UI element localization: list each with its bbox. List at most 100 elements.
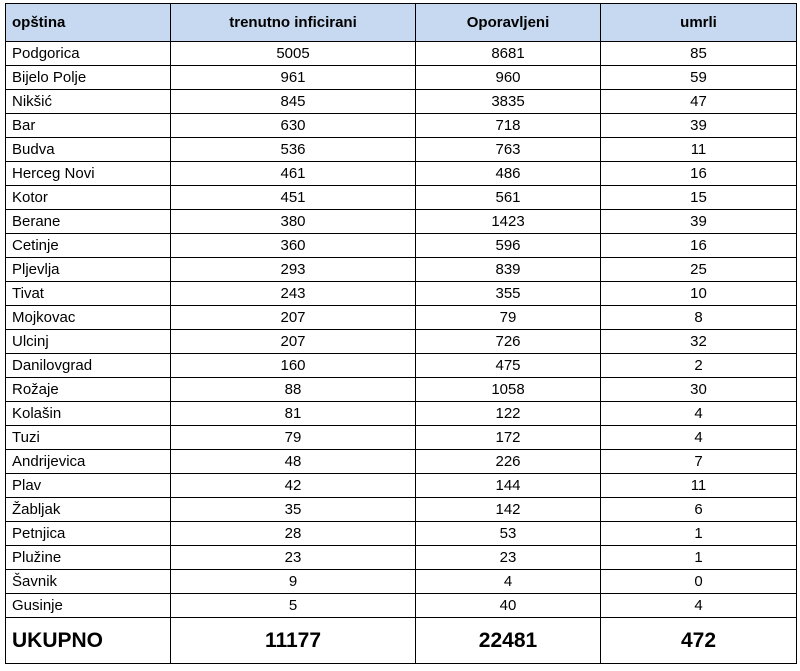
number-cell: 47: [600, 89, 797, 114]
number-cell: 4: [600, 593, 797, 618]
table-row: Ulcinj 207 726 32: [5, 329, 797, 354]
municipality-cell: Podgorica: [5, 41, 171, 66]
number-cell: 79: [170, 425, 416, 450]
table-row: Gusinje 5 40 4: [5, 593, 797, 618]
total-cell: 22481: [415, 617, 601, 664]
municipality-cell: Cetinje: [5, 233, 171, 258]
table-row: Šavnik 9 4 0: [5, 569, 797, 594]
table-row: Bijelo Polje 961 960 59: [5, 65, 797, 90]
total-label: UKUPNO: [5, 617, 171, 664]
number-cell: 293: [170, 257, 416, 282]
municipality-cell: Plužine: [5, 545, 171, 570]
number-cell: 16: [600, 233, 797, 258]
table-row: Žabljak 35 142 6: [5, 497, 797, 522]
number-cell: 207: [170, 329, 416, 354]
number-cell: 10: [600, 281, 797, 306]
number-cell: 172: [415, 425, 601, 450]
table-row: Andrijevica 48 226 7: [5, 449, 797, 474]
number-cell: 30: [600, 377, 797, 402]
covid-table: opština trenutno inficirani Oporavljeni umr…: [5, 3, 797, 664]
number-cell: 59: [600, 65, 797, 90]
number-cell: 1: [600, 545, 797, 570]
number-cell: 6: [600, 497, 797, 522]
header-cell: umrli: [600, 3, 797, 42]
table-row: Pljevlja 293 839 25: [5, 257, 797, 282]
number-cell: 960: [415, 65, 601, 90]
number-cell: 39: [600, 209, 797, 234]
number-cell: 79: [415, 305, 601, 330]
number-cell: 1423: [415, 209, 601, 234]
table-row: Plužine 23 23 1: [5, 545, 797, 570]
number-cell: 15: [600, 185, 797, 210]
number-cell: 4: [600, 425, 797, 450]
municipality-cell: Berane: [5, 209, 171, 234]
table-row: Kolašin 81 122 4: [5, 401, 797, 426]
table-row: Tuzi 79 172 4: [5, 425, 797, 450]
number-cell: 461: [170, 161, 416, 186]
table-row: Petnjica 28 53 1: [5, 521, 797, 546]
number-cell: 5: [170, 593, 416, 618]
number-cell: 142: [415, 497, 601, 522]
number-cell: 39: [600, 113, 797, 138]
municipality-cell: Nikšić: [5, 89, 171, 114]
number-cell: 763: [415, 137, 601, 162]
number-cell: 35: [170, 497, 416, 522]
municipality-cell: Mojkovac: [5, 305, 171, 330]
municipality-cell: Gusinje: [5, 593, 171, 618]
municipality-cell: Bar: [5, 113, 171, 138]
table-row: Nikšić 845 3835 47: [5, 89, 797, 114]
number-cell: 3835: [415, 89, 601, 114]
number-cell: 536: [170, 137, 416, 162]
header-cell: trenutno inficirani: [170, 3, 416, 42]
number-cell: 243: [170, 281, 416, 306]
number-cell: 23: [170, 545, 416, 570]
table-row: Bar 630 718 39: [5, 113, 797, 138]
number-cell: 28: [170, 521, 416, 546]
table-row: Kotor 451 561 15: [5, 185, 797, 210]
number-cell: 53: [415, 521, 601, 546]
number-cell: 2: [600, 353, 797, 378]
municipality-cell: Žabljak: [5, 497, 171, 522]
table-row: Budva 536 763 11: [5, 137, 797, 162]
total-row: UKUPNO 11177 22481 472: [5, 617, 797, 664]
municipality-cell: Bijelo Polje: [5, 65, 171, 90]
municipality-cell: Pljevlja: [5, 257, 171, 282]
number-cell: 1058: [415, 377, 601, 402]
municipality-cell: Budva: [5, 137, 171, 162]
municipality-cell: Šavnik: [5, 569, 171, 594]
municipality-cell: Kotor: [5, 185, 171, 210]
number-cell: 360: [170, 233, 416, 258]
number-cell: 475: [415, 353, 601, 378]
header-row: opština trenutno inficirani Oporavljeni umr…: [5, 3, 797, 42]
number-cell: 207: [170, 305, 416, 330]
municipality-cell: Danilovgrad: [5, 353, 171, 378]
table-row: Danilovgrad 160 475 2: [5, 353, 797, 378]
number-cell: 122: [415, 401, 601, 426]
municipality-cell: Rožaje: [5, 377, 171, 402]
municipality-cell: Kolašin: [5, 401, 171, 426]
table-header: opština trenutno inficirani Oporavljeni umr…: [5, 3, 797, 42]
number-cell: 0: [600, 569, 797, 594]
table-row: Plav 42 144 11: [5, 473, 797, 498]
number-cell: 561: [415, 185, 601, 210]
number-cell: 40: [415, 593, 601, 618]
number-cell: 16: [600, 161, 797, 186]
municipality-cell: Tivat: [5, 281, 171, 306]
number-cell: 961: [170, 65, 416, 90]
number-cell: 25: [600, 257, 797, 282]
number-cell: 355: [415, 281, 601, 306]
table-row: Mojkovac 207 79 8: [5, 305, 797, 330]
table-row: Herceg Novi 461 486 16: [5, 161, 797, 186]
total-cell: 11177: [170, 617, 416, 664]
number-cell: 48: [170, 449, 416, 474]
number-cell: 32: [600, 329, 797, 354]
number-cell: 839: [415, 257, 601, 282]
number-cell: 11: [600, 473, 797, 498]
table-row: Cetinje 360 596 16: [5, 233, 797, 258]
number-cell: 85: [600, 41, 797, 66]
table-row: Podgorica 5005 8681 85: [5, 41, 797, 66]
number-cell: 4: [415, 569, 601, 594]
number-cell: 845: [170, 89, 416, 114]
number-cell: 5005: [170, 41, 416, 66]
number-cell: 88: [170, 377, 416, 402]
